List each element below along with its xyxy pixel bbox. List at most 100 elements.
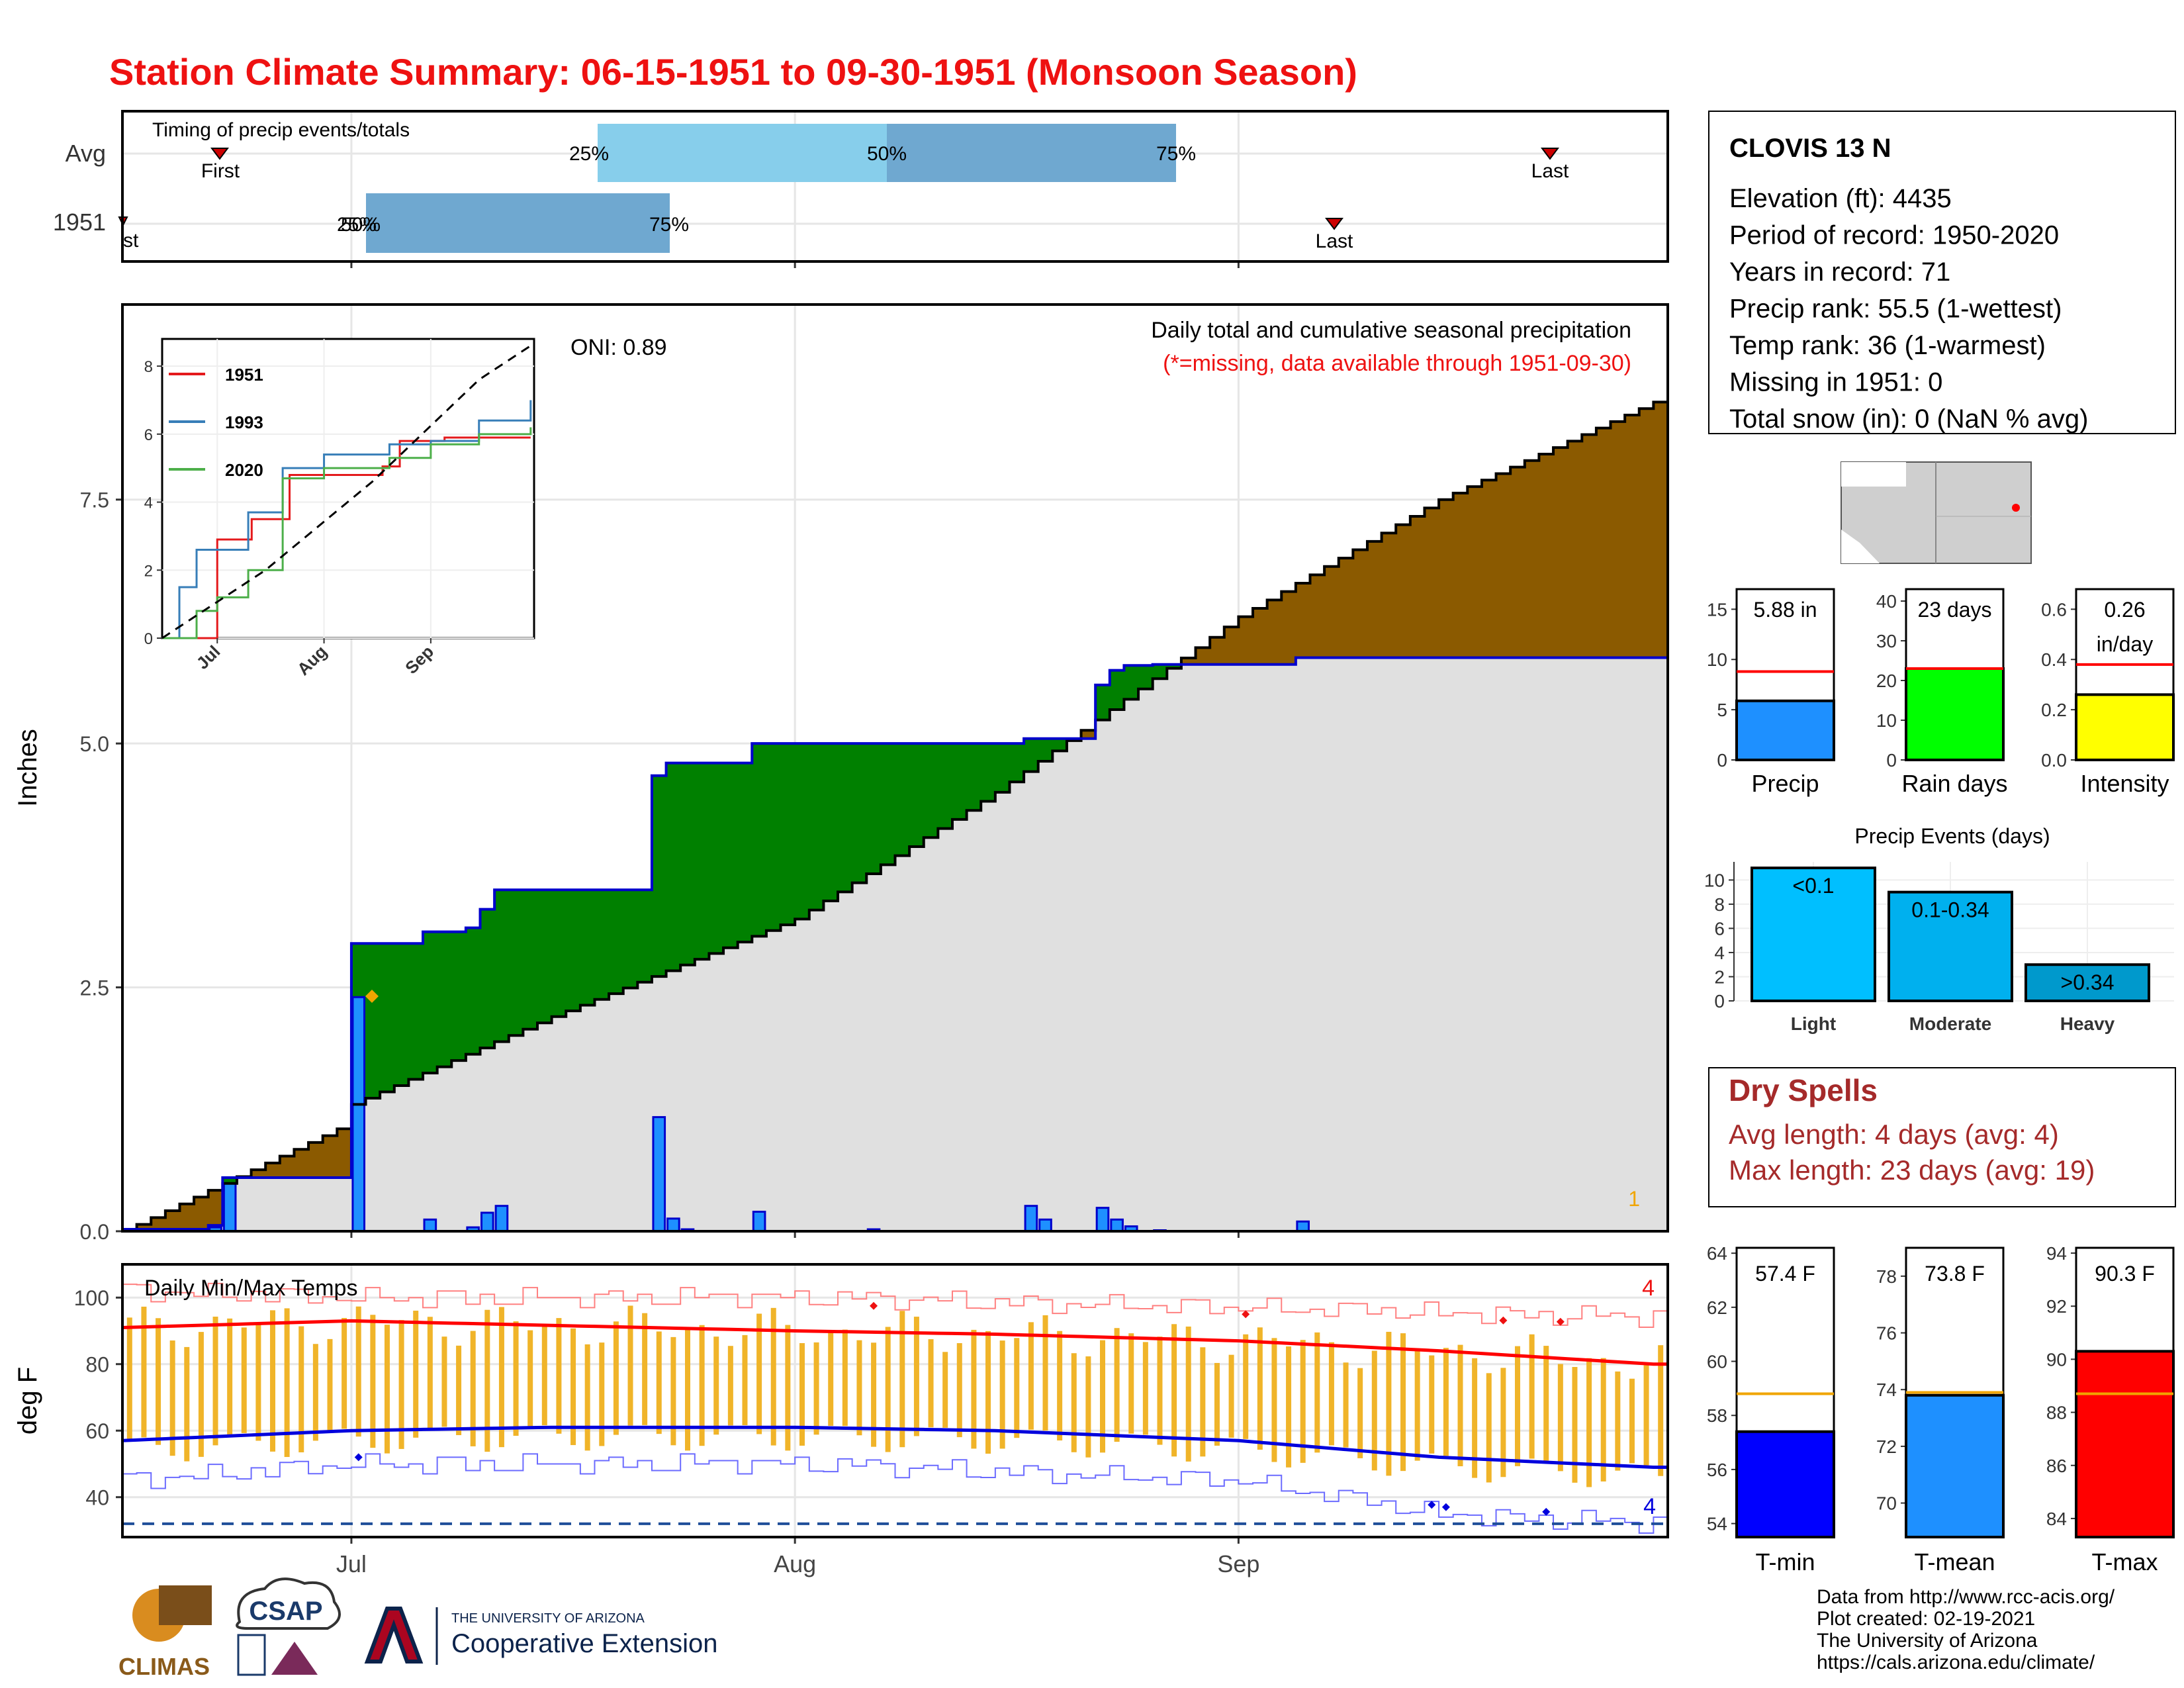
temp-daily-bar <box>1028 1322 1034 1430</box>
temp-daily-bar <box>613 1321 619 1435</box>
tempsum-1-ytick-0: 70 <box>1876 1493 1897 1514</box>
temp-daily-bar <box>141 1306 147 1438</box>
precip-ylabel: Inches <box>13 729 42 807</box>
climas-logo-block <box>159 1585 212 1625</box>
temp-daily-bar <box>355 1306 361 1437</box>
temp-daily-bar <box>513 1321 519 1436</box>
precip-daily-bar <box>423 1218 437 1231</box>
temp-daily-bar <box>198 1332 204 1457</box>
station-line-4: Temp rank: 36 (1-warmest) <box>1729 331 2046 360</box>
tempsum-1-value: 73.8 F <box>1925 1262 1985 1286</box>
summary-1-ytick-2: 20 <box>1876 671 1897 691</box>
timing-avg-first-label: First <box>201 160 240 182</box>
temp-xtick-1: Aug <box>774 1550 816 1577</box>
temp-daily-bar <box>599 1342 605 1446</box>
temp-record-min-line <box>122 1453 1668 1534</box>
precip-note: Daily total and cumulative seasonal prec… <box>1151 318 1631 343</box>
precip-panel-frame <box>121 303 1669 1233</box>
footer-line-3: https://cals.arizona.edu/climate/ <box>1817 1652 2095 1673</box>
precip-daily-bar <box>1038 1218 1052 1231</box>
precip-daily-bar <box>494 1205 509 1231</box>
temp-daily-bar <box>1429 1355 1435 1454</box>
precip-events-chart: Precip Events (days) 0 2 4 6 8 10 <0.1 Light 0.1… <box>1704 824 2174 1034</box>
temp-record-max-marker-3 <box>1556 1317 1565 1326</box>
temp-ytick-3: 100 <box>74 1286 109 1310</box>
tempsum-1-ytick-4: 78 <box>1876 1266 1897 1287</box>
station-line-6: Total snow (in): 0 (NaN % avg) <box>1729 404 2088 434</box>
events-bar-label-0: <0.1 <box>1792 874 1834 898</box>
page-title: Station Climate Summary: 06-15-1951 to 0… <box>109 51 1357 93</box>
summary-0-name: Precip <box>1751 770 1819 797</box>
ua-a-logo <box>364 1607 424 1664</box>
summary-2-ytick-1: 0.2 <box>2041 700 2067 720</box>
temp-daily-bar <box>1314 1332 1320 1453</box>
temp-daily-bar <box>770 1307 776 1446</box>
temp-daily-bar <box>484 1309 490 1452</box>
temp-daily-bar <box>241 1327 247 1433</box>
temp-daily-bar <box>1257 1327 1263 1450</box>
temp-daily-bar <box>1071 1353 1077 1452</box>
temp-record-max-count: 4 <box>1642 1276 1655 1301</box>
inset-legend-label-0: 1951 <box>225 365 263 385</box>
precip-missing-count: 1 <box>1628 1187 1640 1211</box>
temp-xtick-2: Sep <box>1217 1550 1259 1577</box>
temp-daily-bar <box>570 1328 576 1446</box>
station-line-1: Period of record: 1950-2020 <box>1729 221 2059 250</box>
temp-record-markers <box>354 1301 1565 1516</box>
events-category-0: Light <box>1791 1013 1836 1034</box>
temp-daily-bar <box>527 1330 533 1427</box>
temp-daily-bar <box>642 1313 648 1425</box>
precip-daily-bar <box>1296 1220 1310 1231</box>
tempsum-0-ytick-3: 60 <box>1707 1352 1727 1372</box>
tempsum-0-bar <box>1735 1430 1835 1539</box>
timing-1951-bar <box>366 193 670 253</box>
temp-daily-bar <box>971 1329 977 1449</box>
tempsum-1-bar <box>1905 1393 2005 1539</box>
dry-spells-title: Dry Spells <box>1729 1073 1878 1107</box>
temp-daily-bar <box>1271 1338 1277 1462</box>
events-bar-label-1: 0.1-0.34 <box>1911 898 1989 922</box>
timing-avg-p50: 50% <box>867 143 907 165</box>
inset-ytick-3: 6 <box>144 426 153 444</box>
timing-avg-p75: 75% <box>1156 143 1196 165</box>
inset-line-1993 <box>162 400 532 639</box>
temp-avg-max-line <box>122 1319 1668 1366</box>
temp-yticks: 40 60 80 100 <box>74 1286 122 1510</box>
inset-legend-label-2: 2020 <box>225 460 263 480</box>
precip-deficit-area <box>136 402 1668 1230</box>
temp-daily-bar <box>1400 1333 1406 1472</box>
summary-2-value-2: in/day <box>2097 632 2153 656</box>
station-line-5: Missing in 1951: 0 <box>1729 368 1942 397</box>
temp-ylabel: deg F <box>13 1367 42 1434</box>
footer-line-0: Data from http://www.rcc-acis.org/ <box>1817 1586 2115 1608</box>
temp-daily-bar <box>1472 1358 1478 1478</box>
inset-line-average <box>161 345 531 639</box>
temp-daily-bar <box>1615 1371 1621 1471</box>
summary-1-ytick-0: 0 <box>1886 750 1897 771</box>
tempsum-1-ytick-3: 76 <box>1876 1323 1897 1344</box>
temp-daily-bar <box>1142 1342 1148 1435</box>
dry-spells-max: Max length: 23 days (avg: 19) <box>1729 1154 2095 1186</box>
events-ytick-2: 4 <box>1714 943 1725 963</box>
temp-panel-label: Daily Min/Max Temps <box>144 1276 357 1301</box>
tempsum-0-value: 57.4 F <box>1755 1262 1815 1286</box>
timing-label: Timing of precip events/totals <box>152 119 410 141</box>
temp-daily-bar <box>1600 1358 1606 1482</box>
timing-row-1951: 1951 <box>53 209 106 236</box>
precip-missing-note: (*=missing, data available through 1951-… <box>1163 351 1631 376</box>
temp-daily-bar <box>956 1343 962 1438</box>
precip-average-line <box>122 400 1668 1231</box>
inset-legend-label-1: 1993 <box>225 412 263 432</box>
station-line-2: Years in record: 71 <box>1729 258 1950 287</box>
temp-daily-bar <box>212 1317 218 1446</box>
temp-daily-bar <box>441 1336 447 1427</box>
map-mexico <box>1841 530 1880 563</box>
temp-record-max-marker-2 <box>1499 1316 1508 1325</box>
temp-daily-bar <box>799 1343 805 1446</box>
temp-daily-bar <box>1057 1331 1063 1441</box>
station-info-box: CLOVIS 13 N Elevation (ft): 4435 Period o… <box>1708 111 2176 434</box>
dry-spells-box: Dry Spells Avg length: 4 days (avg: 4) M… <box>1708 1067 2176 1207</box>
temp-daily-bar <box>255 1324 261 1441</box>
